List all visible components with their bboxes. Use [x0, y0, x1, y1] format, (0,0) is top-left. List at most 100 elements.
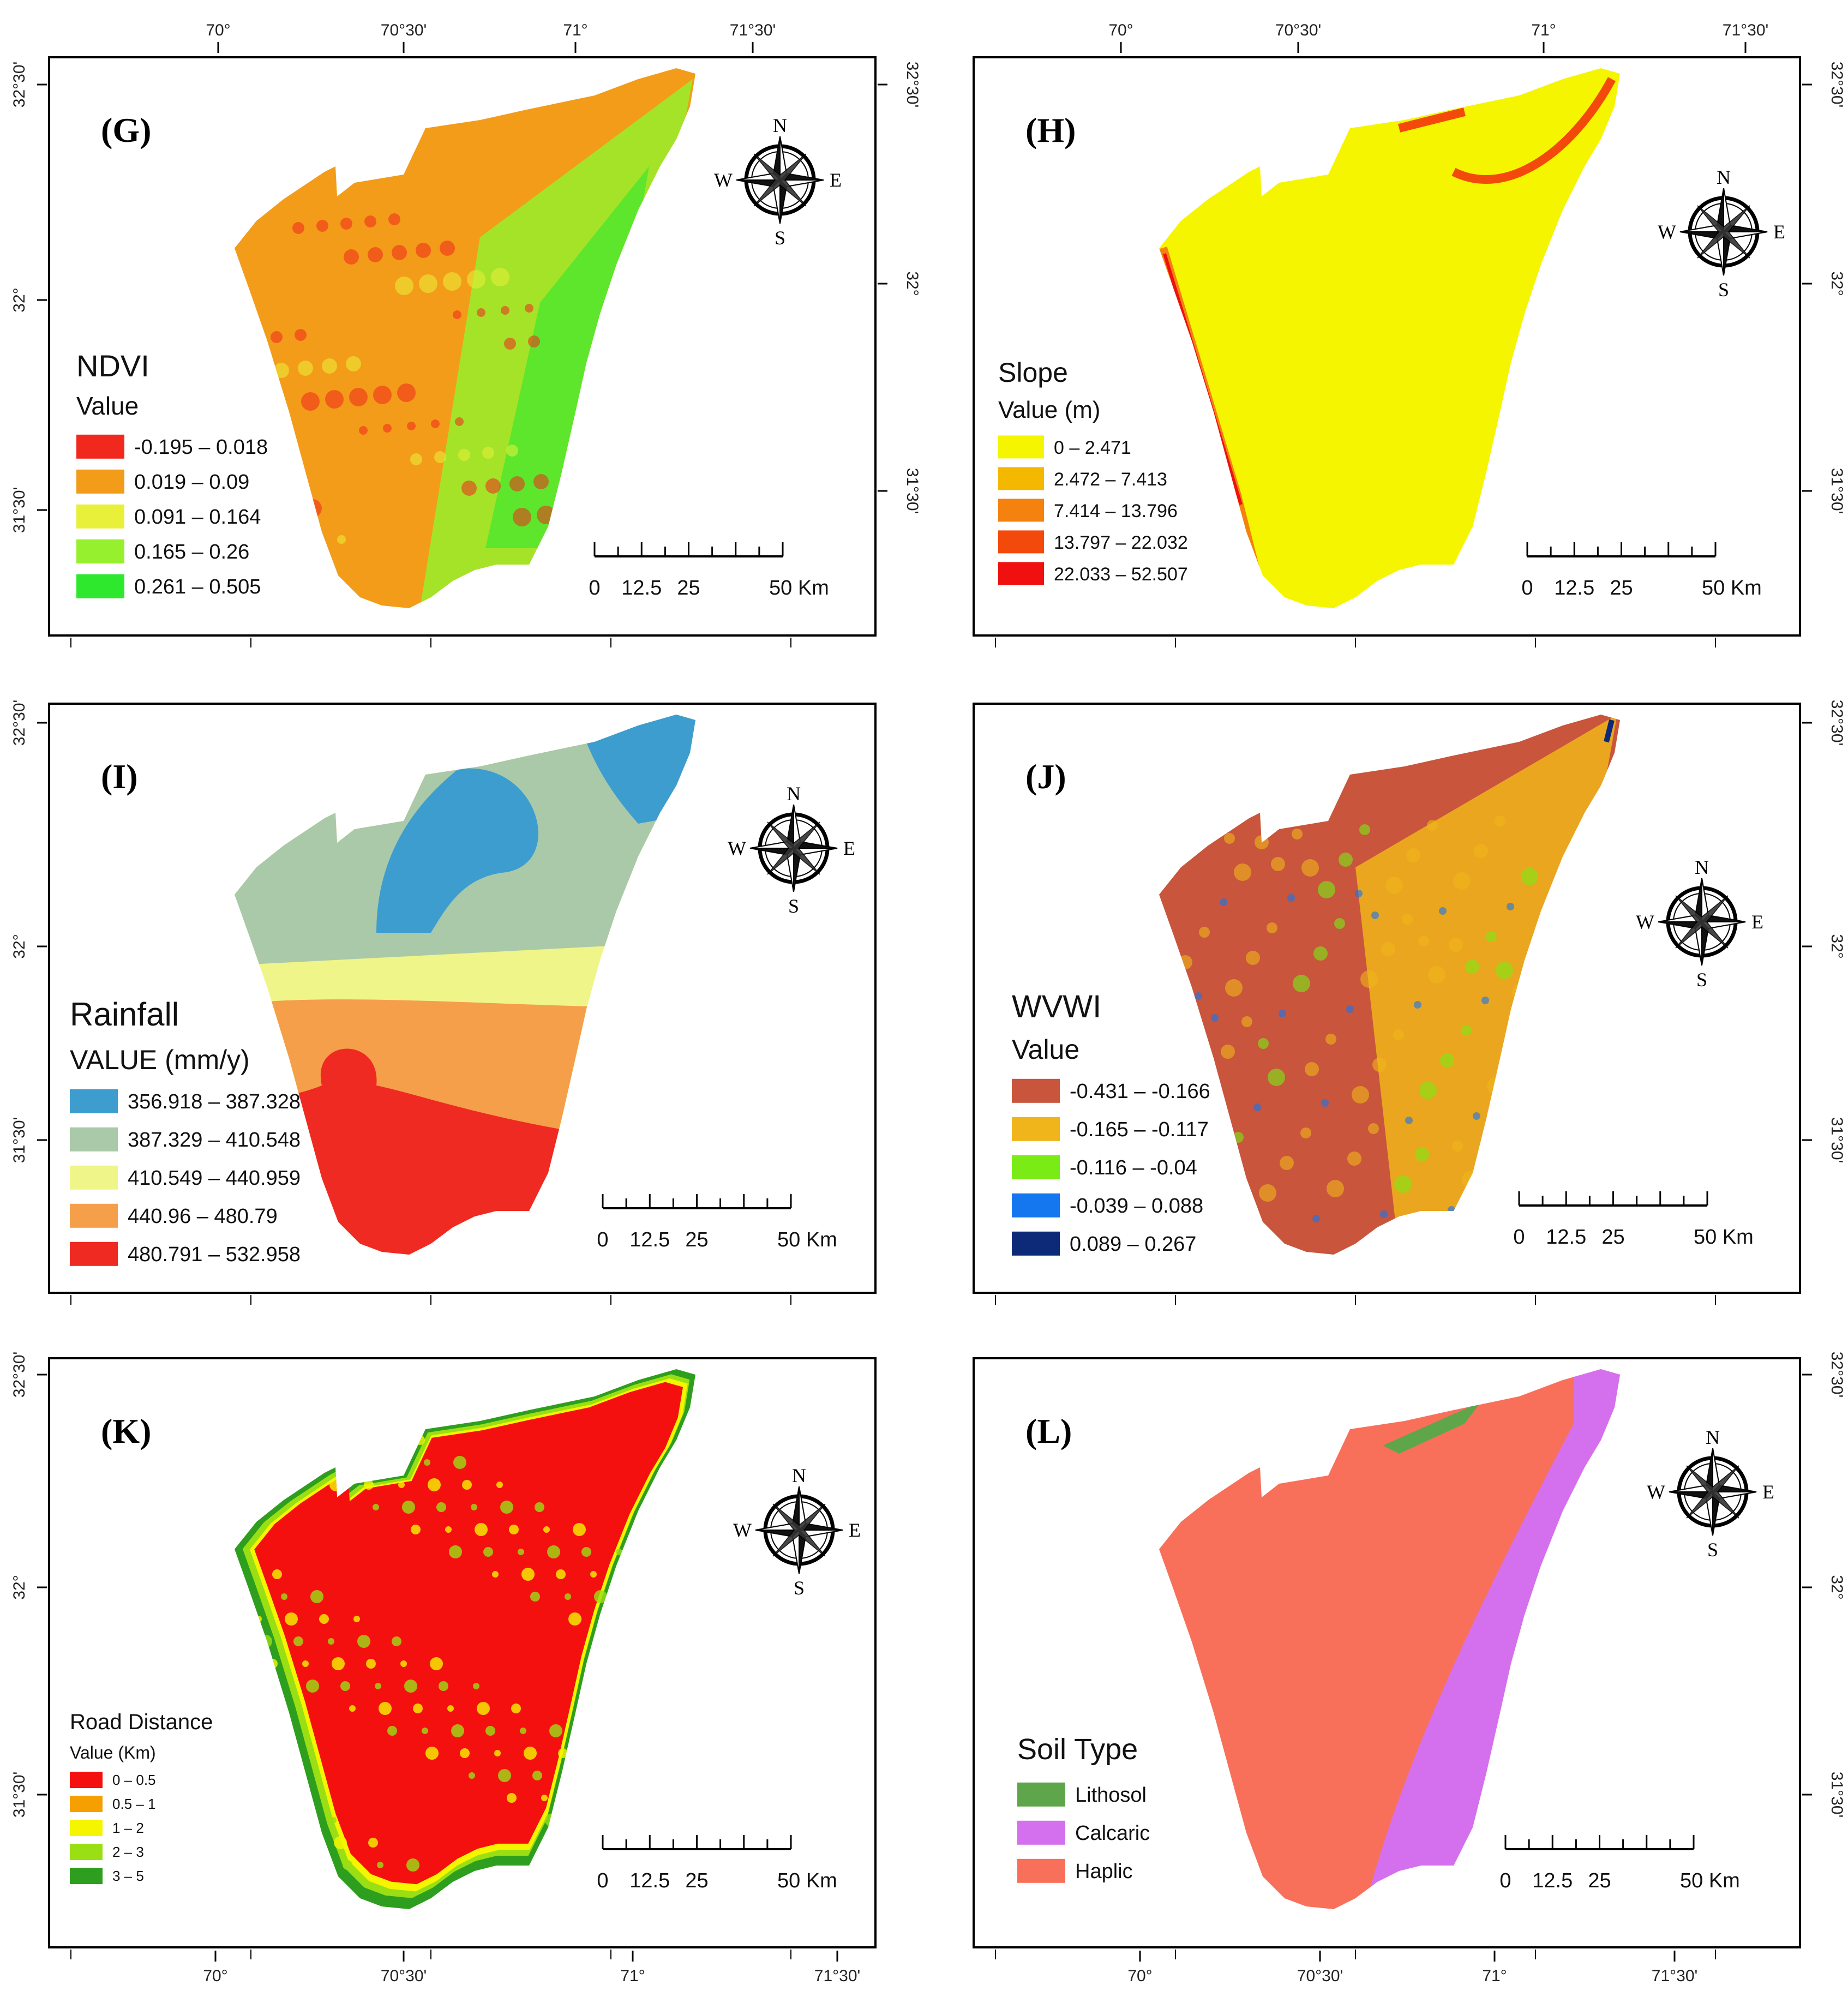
panel-label: (L) — [1025, 1412, 1072, 1450]
top-tick-label: 71°30' — [730, 21, 776, 39]
legend-item-label: 410.549 – 440.959 — [128, 1167, 301, 1190]
scale-label: 12.5 — [1532, 1869, 1573, 1892]
legend-item-label: -0.116 – -0.04 — [1070, 1156, 1197, 1179]
compass-e-label: E — [1762, 1481, 1774, 1503]
scale-label: 50 Km — [1702, 577, 1762, 599]
legend-title: Slope — [998, 357, 1068, 388]
legend: NDVI Value -0.195 – 0.018 0.019 – 0.09 0.091… — [76, 349, 268, 598]
legend-item-label: 1 – 2 — [112, 1820, 144, 1836]
left-tick-label: 32°30' — [10, 1352, 28, 1398]
bottom-tick-label: 70°30' — [1297, 1967, 1343, 1985]
left-tick-label: 32° — [10, 287, 28, 312]
north-arrow-compass-icon: N S E W — [714, 115, 842, 249]
compass-n-label: N — [792, 1465, 806, 1486]
scale-label: 25 — [1610, 577, 1633, 599]
compass-e-label: E — [843, 837, 855, 859]
compass-s-label: S — [775, 227, 785, 249]
legend-item-label: 0 – 2.471 — [1054, 437, 1131, 458]
legend: Soil Type Lithosol Calcaric Haplic — [1017, 1733, 1150, 1883]
legend-item-label: Calcaric — [1075, 1822, 1150, 1845]
legend-swatch — [1012, 1231, 1060, 1256]
legend-title: Rainfall — [70, 996, 179, 1033]
compass-w-label: W — [714, 169, 733, 191]
compass-s-label: S — [1718, 279, 1729, 301]
map-shape — [235, 1369, 695, 1909]
legend-swatch — [1017, 1820, 1065, 1845]
right-tick-label: 31°30' — [903, 468, 921, 514]
compass-s-label: S — [1696, 969, 1707, 991]
legend-item-label: 440.96 – 480.79 — [128, 1205, 278, 1228]
legend-item-label: 0.261 – 0.505 — [134, 575, 261, 598]
legend-swatch — [70, 1796, 103, 1812]
legend-swatch — [1012, 1117, 1060, 1141]
legend-item-label: -0.039 – 0.088 — [1070, 1195, 1203, 1218]
legend-item-label: 0.091 – 0.164 — [134, 506, 261, 529]
scale-label: 0 — [1521, 577, 1533, 599]
compass-w-label: W — [1658, 221, 1676, 243]
legend-item-label: Lithosol — [1075, 1784, 1147, 1807]
scale-bar: 0 12.5 25 50 Km — [1499, 1835, 1740, 1892]
compass-s-label: S — [1707, 1539, 1718, 1561]
legend-item-label: 387.329 – 410.548 — [128, 1129, 301, 1152]
scale-label: 25 — [677, 577, 700, 599]
scale-label: 0 — [597, 1869, 608, 1892]
legend-swatch — [1012, 1193, 1060, 1218]
legend-item-label: 0.019 – 0.09 — [134, 471, 249, 494]
map-panel-i: 32°30' 32° 31°30' (I) N S E W 0 12.5 25 50 Km Rainfa… — [10, 700, 877, 1305]
legend-swatch — [70, 1203, 118, 1228]
scale-bar: 0 12.5 25 50 Km — [597, 1835, 837, 1892]
scale-label: 50 Km — [777, 1228, 837, 1251]
bottom-tick-label: 71° — [620, 1967, 645, 1985]
left-tick-label: 31°30' — [10, 1117, 28, 1163]
legend-swatch — [76, 469, 124, 494]
legend-subtitle: Value — [1012, 1034, 1079, 1065]
panel-label: (G) — [101, 111, 151, 149]
right-tick-label: 31°30' — [1828, 468, 1846, 514]
map-panel-l: 32°30' 32° 31°30' 70° 70°30' 71° 71°30' (L) N S E W… — [973, 1352, 1846, 1985]
scale-label: 12.5 — [621, 577, 662, 599]
scale-label: 50 Km — [1694, 1226, 1754, 1249]
right-tick-label: 32°30' — [1828, 1352, 1846, 1398]
compass-w-label: W — [1647, 1481, 1665, 1503]
legend-swatch — [998, 467, 1044, 490]
legend: Rainfall VALUE (mm/y) 356.918 – 387.328 387… — [70, 996, 301, 1266]
north-arrow-compass-icon: N S E W — [1647, 1426, 1774, 1561]
scale-label: 25 — [685, 1869, 708, 1892]
scale-label: 50 Km — [1680, 1869, 1740, 1892]
panel-label: (J) — [1025, 757, 1066, 796]
district-shape — [1159, 1369, 1620, 1909]
right-tick-label: 32° — [903, 271, 921, 296]
scale-label: 25 — [1601, 1226, 1624, 1249]
left-tick-label: 32° — [10, 1575, 28, 1599]
legend-item-label: 356.918 – 387.328 — [128, 1090, 301, 1113]
north-arrow-compass-icon: N S E W — [728, 783, 855, 917]
legend-subtitle: Value (Km) — [70, 1743, 156, 1762]
top-tick-label: 70° — [1108, 21, 1133, 39]
scale-label: 50 Km — [777, 1869, 837, 1892]
map-panel-j: 32°30' 32° 31°30' (J) N S E W 0 12.5 25 50 Km WVWI Va… — [973, 700, 1846, 1305]
left-tick-label: 31°30' — [10, 487, 28, 533]
compass-e-label: E — [1751, 911, 1763, 933]
legend-item-label: 0 – 0.5 — [112, 1772, 156, 1788]
left-tick-label: 32°30' — [10, 700, 28, 746]
top-tick-label: 70°30' — [1275, 21, 1321, 39]
scale-label: 50 Km — [769, 577, 829, 599]
map-panel-h: 70° 70°30' 71° 71°30' 32°30' 32° 31°30' (H) N S E W… — [973, 21, 1846, 647]
legend-item-label: 2 – 3 — [112, 1844, 144, 1860]
compass-n-label: N — [1695, 856, 1709, 878]
scale-label: 0 — [1513, 1226, 1525, 1249]
legend-title: NDVI — [76, 349, 149, 383]
scale-label: 0 — [589, 577, 600, 599]
legend: WVWI Value -0.431 – -0.166 -0.165 – -0.117 -… — [1012, 989, 1210, 1256]
bottom-tick-label: 71° — [1482, 1967, 1507, 1985]
legend-item-label: 3 – 5 — [112, 1868, 144, 1884]
scale-bar: 0 12.5 25 50 Km — [597, 1194, 837, 1251]
left-tick-label: 32° — [10, 934, 28, 958]
legend: Slope Value (m) 0 – 2.471 2.472 – 7.413 7.41… — [998, 357, 1188, 585]
compass-n-label: N — [787, 783, 801, 805]
compass-w-label: W — [733, 1519, 752, 1541]
legend-swatch — [70, 1820, 103, 1836]
top-tick-label: 70°30' — [381, 21, 427, 39]
right-tick-label: 32° — [1828, 934, 1846, 958]
